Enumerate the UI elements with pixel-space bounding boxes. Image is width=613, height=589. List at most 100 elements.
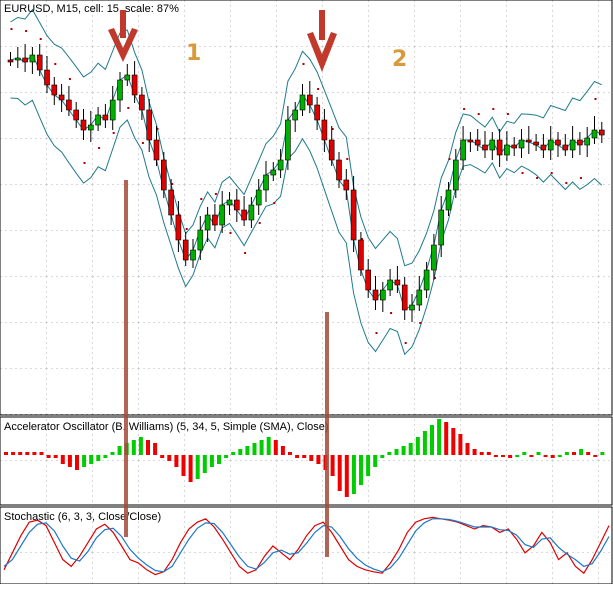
- candle-body: [161, 159, 167, 191]
- ac-bar: [288, 452, 292, 455]
- candle-body: [540, 144, 547, 151]
- sar-dot: [448, 158, 451, 160]
- candle-body: [569, 139, 576, 151]
- ac-bar: [4, 452, 8, 455]
- price-panel-frame: [0, 0, 613, 416]
- ac-bar: [188, 455, 193, 482]
- ac-bar: [422, 431, 427, 455]
- sar-dot: [25, 30, 28, 32]
- bollinger-bands: [10, 8, 603, 356]
- ac-bar: [529, 455, 534, 457]
- ac-bar: [224, 455, 229, 458]
- candle-body: [219, 204, 225, 226]
- ac-bar: [174, 455, 179, 467]
- ac-bar: [557, 455, 562, 457]
- candle-body: [197, 229, 204, 251]
- candle-body: [343, 179, 350, 191]
- ac-bar: [572, 452, 576, 455]
- candle-body: [51, 84, 58, 96]
- candle-body: [7, 59, 14, 63]
- bb-lower-line: [10, 97, 603, 356]
- candle-body: [518, 139, 525, 149]
- sar-dot: [83, 162, 86, 164]
- ac-bar: [493, 455, 498, 457]
- candle-body: [204, 214, 211, 231]
- ac-bar: [167, 455, 172, 461]
- ac-bar: [508, 455, 513, 458]
- candle-body: [504, 144, 510, 156]
- ac-bar: [337, 455, 342, 491]
- ac-bar: [295, 455, 300, 458]
- stoch-panel-title: Stochastic (6, 3, 3, Close/Close): [4, 511, 161, 523]
- candle-body: [577, 139, 583, 146]
- sar-dot: [54, 63, 57, 65]
- stoch-lines: [3, 516, 610, 576]
- candle-body: [372, 289, 379, 301]
- sar-dot: [141, 142, 144, 144]
- candle-body: [36, 54, 43, 71]
- candle-body: [460, 139, 466, 161]
- candle-body: [496, 139, 503, 156]
- candle-body: [73, 109, 79, 121]
- ac-bar: [451, 428, 456, 455]
- ac-bar: [309, 455, 314, 461]
- candle-body: [248, 204, 255, 221]
- candle-body: [306, 94, 313, 106]
- price-panel-title: EURUSD, M15, cell: 15, scale: 87%: [4, 3, 179, 15]
- candle-body: [153, 139, 160, 161]
- sar-dot: [565, 182, 568, 184]
- sar-dot: [98, 147, 101, 149]
- candle-body: [416, 289, 423, 306]
- vertical-marker-2: [325, 312, 329, 557]
- candle-body: [350, 189, 357, 241]
- candle-body: [358, 239, 364, 271]
- candle-body: [139, 94, 145, 111]
- ac-bar: [515, 455, 520, 457]
- candle-body: [387, 279, 393, 291]
- ac-bar: [75, 455, 79, 470]
- ac-bar: [89, 455, 94, 464]
- candle-body: [226, 199, 233, 206]
- ac-bar: [245, 446, 250, 455]
- ac-bar: [96, 455, 101, 461]
- sar-dot: [536, 177, 539, 179]
- candle-body: [109, 99, 116, 121]
- ac-bar: [280, 446, 285, 455]
- ac-bar: [522, 452, 527, 455]
- candle-body: [584, 137, 591, 146]
- sar-dot: [317, 88, 320, 90]
- sar-dot: [68, 78, 71, 80]
- sar-dot: [360, 238, 363, 240]
- ac-bar: [39, 452, 44, 455]
- sar-dot: [419, 322, 422, 324]
- ac-bar: [195, 455, 200, 479]
- candle-body: [117, 79, 123, 101]
- vertical-marker-1: [124, 180, 128, 537]
- ac-bar: [202, 455, 207, 473]
- candle-body: [299, 94, 306, 111]
- ac-bar: [351, 455, 356, 494]
- sar-dot: [112, 132, 115, 134]
- ac-bar: [330, 455, 335, 476]
- candle-body: [547, 139, 554, 151]
- ac-bar: [366, 455, 371, 476]
- price-panel: EURUSD, M15, cell: 15, scale: 87% 1 2: [0, 0, 613, 416]
- candle-body: [321, 119, 328, 141]
- candle-body: [131, 74, 138, 96]
- candle-body: [489, 139, 496, 151]
- ac-bar: [67, 455, 72, 467]
- sar-dot: [258, 222, 261, 224]
- ac-bar: [465, 443, 470, 455]
- sar-dot: [550, 172, 553, 174]
- sar-dot: [214, 193, 217, 195]
- candle-body: [474, 139, 481, 146]
- ac-bar: [600, 452, 605, 455]
- ac-bar: [437, 419, 442, 455]
- ac-bar: [408, 443, 413, 455]
- candle-body: [314, 104, 320, 121]
- annotation-2: 2: [392, 47, 407, 72]
- ac-bar: [373, 455, 378, 467]
- sar-dot: [506, 113, 509, 115]
- candle-body: [511, 144, 518, 149]
- candle-body: [423, 269, 430, 291]
